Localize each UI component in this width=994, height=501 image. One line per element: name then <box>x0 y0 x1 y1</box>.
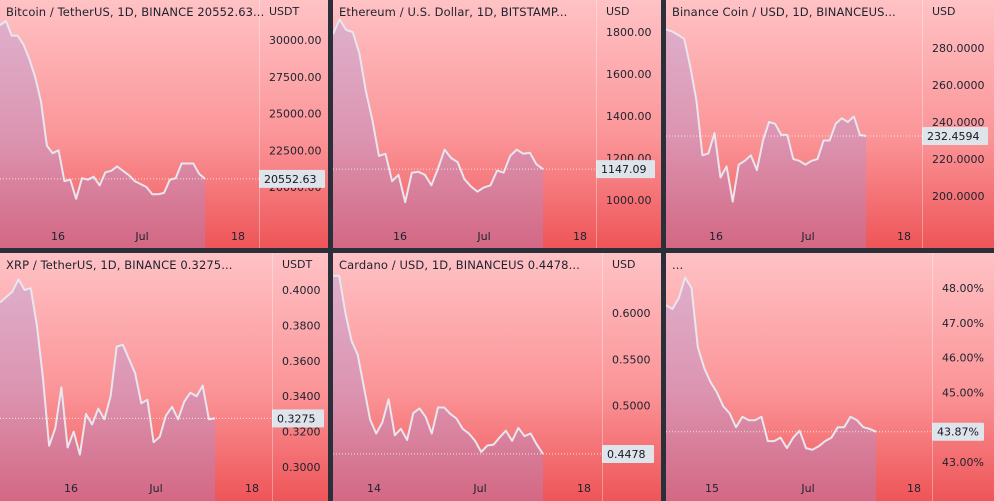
y-tick-label: 47.00% <box>942 317 984 330</box>
y-tick-label: 30000.00 <box>269 34 322 47</box>
symbol-title: Ethereum / U.S. Dollar, 1D, BITSTAMP... <box>339 5 568 19</box>
eth-chart: 1800.001600.001400.001200.001000.00USD16… <box>333 5 655 248</box>
y-tick-label: 0.3800 <box>282 319 321 332</box>
symbol-title: Bitcoin / TetherUS, 1D, BINANCE 20552.63… <box>6 5 265 19</box>
y-tick-label: 27500.00 <box>269 71 322 84</box>
price-scale-divider <box>602 253 603 501</box>
bnb-chart: 280.0000 260.0000 240.0000 220.0000 200.0000… <box>666 5 988 248</box>
x-tick-label: Jul <box>134 230 148 243</box>
unit-label: USDT <box>269 5 300 18</box>
x-tick-label: 18 <box>573 230 587 243</box>
price-tag-label: 0.3275 <box>277 412 316 425</box>
price-scale-divider <box>922 0 923 248</box>
y-tick-label: 1600.00 <box>606 68 652 81</box>
x-tick-label: 16 <box>51 230 65 243</box>
y-tick-label: 0.5000 <box>612 400 651 413</box>
y-tick-label: 1800.00 <box>606 26 652 39</box>
price-scale-divider <box>272 253 273 501</box>
y-tick-label: 0.3600 <box>282 355 321 368</box>
y-tick-label: 43.00% <box>942 456 984 469</box>
series-area <box>666 277 876 501</box>
price-scale-divider <box>259 0 260 248</box>
price-tag-label: 0.4478 <box>607 448 646 461</box>
series-area <box>0 20 205 248</box>
x-tick-label: Jul <box>800 230 814 243</box>
price-tag <box>932 422 984 441</box>
unit-label: USD <box>606 5 630 18</box>
x-tick-label: Jul <box>800 482 814 495</box>
custom-chart: 48.00%47.00%46.00%45.00%44.00%43.00%15Ju… <box>666 276 984 501</box>
btc-chart: 30000.0027500.0025000.0022500.0020000.00… <box>0 5 325 248</box>
chart-panel-eth[interactable]: 1800.00 1600.00 1400.00 1200.00 1000.00 USD 16… <box>333 0 661 248</box>
x-tick-label: Jul <box>472 482 486 495</box>
y-tick-label: 280.0000 <box>932 42 985 55</box>
x-tick-label: Jul <box>476 230 490 243</box>
y-tick-label: 240.0000 <box>932 116 985 129</box>
y-tick-label: 48.00% <box>942 282 984 295</box>
series-line <box>666 28 867 203</box>
price-tag-label: 43.87% <box>937 426 979 439</box>
chart-panel-ada[interactable]: 0.60000.55000.50000.4500USD14Jul180.4478… <box>333 253 661 501</box>
price-tag-label: 232.4594 <box>927 130 980 143</box>
y-tick-label: 22500.00 <box>269 144 322 157</box>
unit-label: USD <box>932 5 956 18</box>
series-area <box>0 279 215 501</box>
y-tick-label: 0.5500 <box>612 353 651 366</box>
y-tick-label: 46.00% <box>942 352 984 365</box>
y-tick-label: 200.0000 <box>932 190 985 203</box>
price-tag <box>922 126 988 145</box>
x-tick-label: Jul <box>148 482 162 495</box>
series-line <box>333 274 544 455</box>
x-tick-label: 18 <box>577 482 591 495</box>
y-tick-label: 1000.00 <box>606 194 652 207</box>
y-tick-label: 0.4000 <box>282 284 321 297</box>
y-tick-label: 0.3400 <box>282 390 321 403</box>
series-area <box>666 29 866 248</box>
y-tick-label: 25000.00 <box>269 108 322 121</box>
x-tick-label: 18 <box>245 482 259 495</box>
chart-panel-btc[interactable]: 30000.0027500.0025000.0022500.0020000.00… <box>0 0 328 248</box>
x-tick-label: 18 <box>907 482 921 495</box>
price-scale-divider <box>932 253 933 501</box>
y-tick-label: 260.0000 <box>932 79 985 92</box>
y-tick-label: 0.3000 <box>282 461 321 474</box>
y-tick-label: 0.6000 <box>612 307 651 320</box>
price-tag <box>602 445 654 464</box>
series-line <box>333 18 544 204</box>
x-tick-label: 14 <box>367 482 381 495</box>
chart-panel-custom[interactable]: 48.00%47.00%46.00%45.00%44.00%43.00%15Ju… <box>666 253 994 501</box>
price-tag <box>596 160 655 179</box>
y-tick-label: 1400.00 <box>606 110 652 123</box>
series-area <box>333 19 543 248</box>
unit-label: USDT <box>282 258 313 271</box>
price-tag <box>259 169 325 188</box>
y-tick-label: 45.00% <box>942 386 984 399</box>
x-tick-label: 18 <box>897 230 911 243</box>
x-tick-label: 18 <box>231 230 245 243</box>
series-area <box>333 275 543 501</box>
symbol-title: Binance Coin / USD, 1D, BINANCEUS... <box>672 5 896 19</box>
x-tick-label: 16 <box>393 230 407 243</box>
series-line <box>0 278 216 456</box>
symbol-title: ... <box>672 258 684 272</box>
y-tick-label: 220.0000 <box>932 153 985 166</box>
x-tick-label: 15 <box>705 482 719 495</box>
chart-panel-xrp[interactable]: 0.4000 0.3800 0.3600 0.3400 0.3200 0.3000 USDT… <box>0 253 328 501</box>
price-tag-label: 20552.63 <box>264 173 317 186</box>
y-tick-label: 0.3200 <box>282 426 321 439</box>
unit-label: USD <box>612 258 636 271</box>
series-line <box>666 276 877 451</box>
chart-panel-bnb[interactable]: 280.0000 260.0000 240.0000 220.0000 200.0000… <box>666 0 994 248</box>
symbol-title: XRP / TetherUS, 1D, BINANCE 0.3275... <box>6 258 233 272</box>
price-tag-label: 1147.09 <box>601 163 647 176</box>
price-scale-divider <box>596 0 597 248</box>
xrp-chart: 0.4000 0.3800 0.3600 0.3400 0.3200 0.3000 USDT… <box>0 258 324 501</box>
x-tick-label: 16 <box>709 230 723 243</box>
price-tag <box>272 409 324 428</box>
x-tick-label: 16 <box>64 482 78 495</box>
symbol-title: Cardano / USD, 1D, BINANCEUS 0.4478... <box>339 258 580 272</box>
